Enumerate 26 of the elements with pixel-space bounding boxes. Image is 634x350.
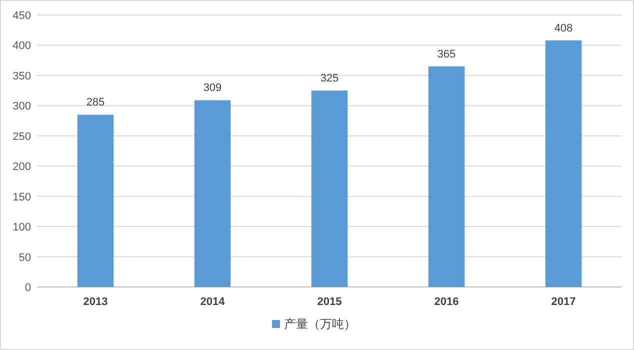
bar bbox=[428, 66, 465, 287]
y-tick-label: 300 bbox=[12, 100, 31, 113]
x-tick-label: 2015 bbox=[317, 296, 342, 308]
y-tick-label: 200 bbox=[12, 161, 31, 174]
y-tick-label: 100 bbox=[12, 222, 31, 234]
bar bbox=[194, 100, 231, 287]
y-tick-label: 150 bbox=[12, 191, 31, 204]
y-tick-label: 0 bbox=[24, 282, 31, 294]
data-label: 285 bbox=[86, 96, 105, 109]
x-tick-label: 2016 bbox=[434, 296, 459, 308]
data-label: 408 bbox=[554, 22, 573, 34]
data-label: 365 bbox=[437, 48, 456, 60]
bar bbox=[77, 114, 114, 287]
bar bbox=[311, 90, 348, 287]
y-tick-label: 350 bbox=[12, 70, 31, 82]
x-tick-label: 2017 bbox=[551, 296, 576, 308]
data-label: 325 bbox=[320, 72, 339, 85]
x-tick-label: 2014 bbox=[200, 296, 226, 308]
y-tick-label: 250 bbox=[12, 130, 31, 143]
x-tick-label: 2013 bbox=[83, 296, 108, 308]
data-label: 309 bbox=[203, 82, 222, 94]
y-tick-label: 50 bbox=[18, 252, 31, 264]
legend-label: 产量（万吨） bbox=[284, 317, 356, 331]
bar bbox=[545, 40, 582, 287]
y-tick-label: 400 bbox=[12, 40, 31, 52]
y-tick-label: 450 bbox=[12, 10, 31, 22]
